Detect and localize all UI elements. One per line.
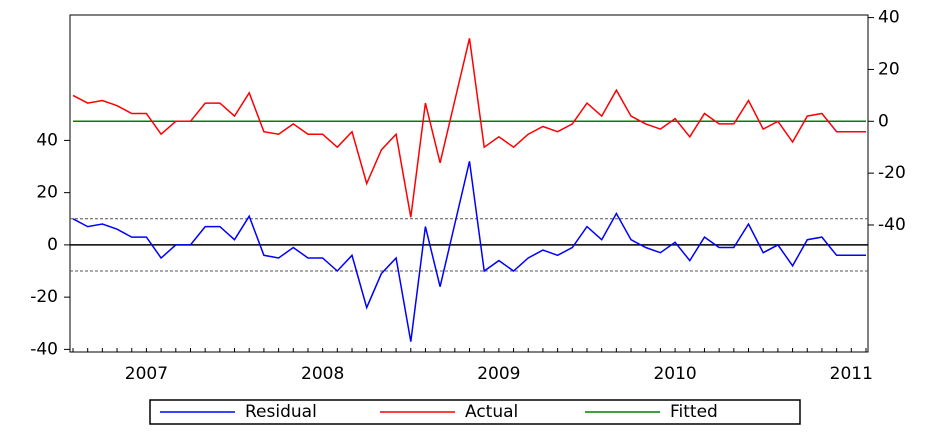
x-tick-label: 2011 [830, 364, 873, 384]
y-tick-label: -40 [30, 339, 58, 359]
x-tick-label: 2009 [477, 364, 520, 384]
plot-frame [69, 14, 869, 353]
y-tick-label: 40 [36, 130, 58, 150]
y2-tick-label: -40 [878, 215, 906, 235]
legend-label: Fitted [670, 402, 718, 422]
legend-label: Residual [245, 402, 317, 422]
series-line [72, 161, 866, 342]
x-tick-label: 2010 [653, 364, 696, 384]
x-tick-label: 2008 [301, 364, 344, 384]
y2-tick-label: 0 [878, 111, 889, 131]
legend-box [149, 399, 801, 425]
y-tick-label: -20 [30, 287, 58, 307]
y2-tick-label: 20 [878, 59, 900, 79]
legend-label: Actual [465, 402, 518, 422]
x-tick-label: 2007 [125, 364, 168, 384]
series-line [72, 38, 866, 218]
y-tick-label: 20 [36, 183, 58, 203]
y-tick-label: 0 [47, 235, 58, 255]
y2-tick-label: 40 [878, 8, 900, 28]
y2-tick-label: -20 [878, 163, 906, 183]
